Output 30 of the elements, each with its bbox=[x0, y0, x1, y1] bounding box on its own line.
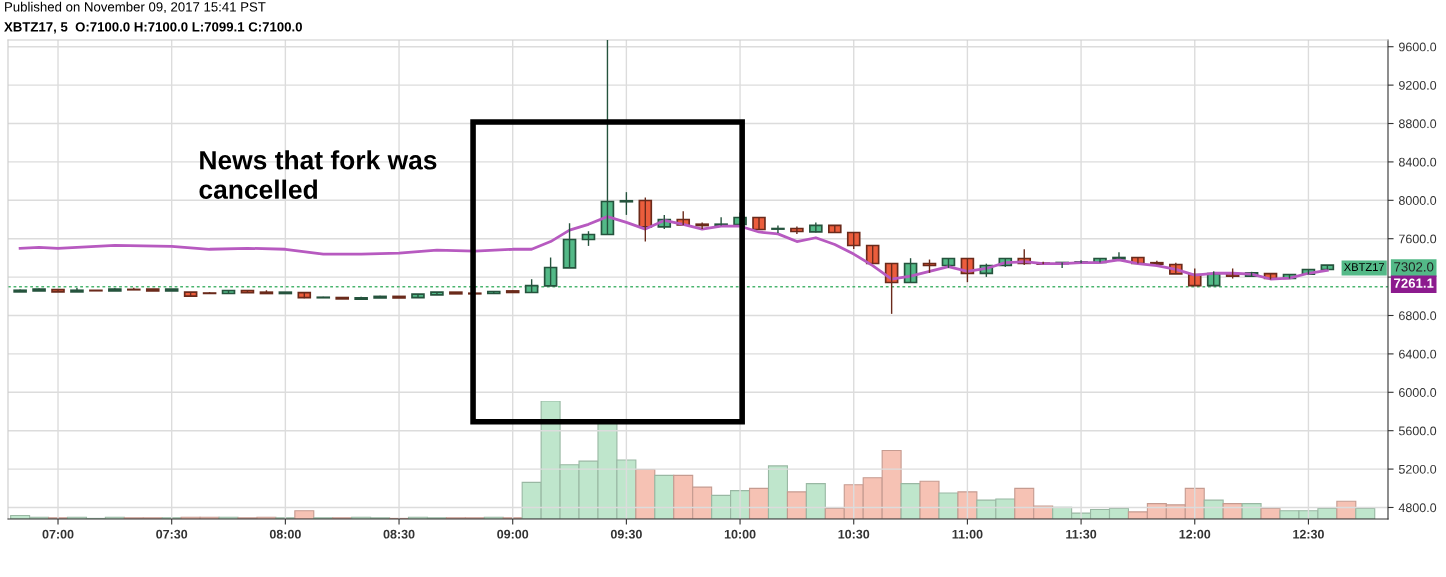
y-tick-label: 7600.0 bbox=[1399, 234, 1437, 244]
x-tick-label: 08:00 bbox=[269, 529, 301, 539]
annotation: XBTZ17 bbox=[1344, 263, 1384, 271]
x-tick-label: 07:00 bbox=[42, 529, 74, 539]
y-tick-label: 8000.0 bbox=[1398, 196, 1437, 205]
y-tick-label: 6000.0 bbox=[1399, 388, 1437, 397]
y-tick-label: 5600.0 bbox=[1398, 426, 1437, 436]
y-tick-label: 8800.0 bbox=[1398, 119, 1437, 129]
x-tick-label: 12:00 bbox=[1179, 529, 1211, 539]
y-tick-label: 9200.0 bbox=[1399, 80, 1437, 90]
chart-title: Published on November 09, 2017 15:41 PST bbox=[5, 1, 266, 14]
y-tick-label: 4800.0 bbox=[1398, 503, 1437, 513]
y-tick-label: 5200.0 bbox=[1398, 464, 1437, 474]
x-tick-label: 12:30 bbox=[1293, 529, 1324, 539]
text: 7261.1 bbox=[1394, 278, 1434, 288]
y-tick-label: 9600.0 bbox=[1399, 42, 1437, 52]
x-tick-label: 07:30 bbox=[156, 529, 188, 539]
y-tick-label: 6400.0 bbox=[1399, 349, 1437, 359]
x-tick-label: 11:00 bbox=[952, 529, 983, 539]
x-tick-label: 11:30 bbox=[1066, 529, 1097, 539]
x-tick-label: 10:00 bbox=[724, 529, 756, 539]
y-tick-label: 6800.0 bbox=[1399, 311, 1437, 321]
x-tick-label: 09:00 bbox=[497, 529, 529, 539]
text: 7302.0 bbox=[1394, 262, 1434, 272]
annotation: News that fork was cancelled bbox=[199, 150, 437, 199]
x-tick-label: 10:30 bbox=[838, 529, 870, 539]
y-tick-label: 8400.0 bbox=[1398, 157, 1437, 167]
x-tick-label: 09:30 bbox=[610, 529, 642, 539]
chart-subtitle: XBTZ17, 5 O:7100.0 H:7100.0 L:7099.1 C:7100.0 bbox=[4, 22, 302, 34]
x-tick-label: 08:30 bbox=[383, 529, 415, 539]
